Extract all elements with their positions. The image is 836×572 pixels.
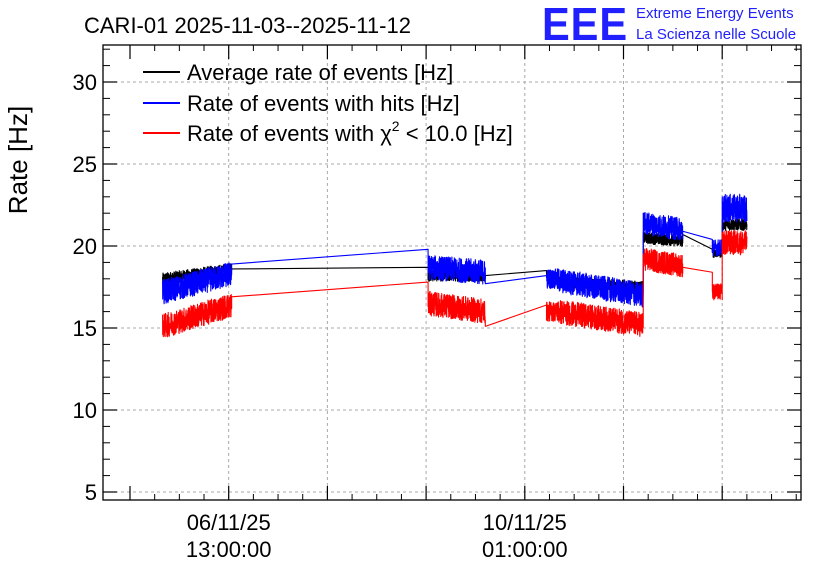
logo-line1: Extreme Energy Events (636, 5, 794, 22)
axis-ticks (103, 45, 801, 500)
y-tick-label: 5 (85, 480, 97, 505)
logo-line2: La Scienza nelle Scuole (636, 26, 796, 43)
chart-title: CARI-01 2025-11-03--2025-11-12 (84, 13, 411, 38)
y-tick-label: 30 (73, 70, 97, 95)
y-tick-labels: 5 10 15 20 25 30 (73, 70, 97, 505)
legend-label-chi2: Rate of events with χ2 < 10.0 [Hz] (187, 118, 513, 146)
series-line-1 (162, 193, 748, 308)
eee-logo: EEE Extreme Energy Events La Scienza nel… (542, 0, 796, 50)
y-tick-label: 25 (73, 152, 97, 177)
x-tick-label-date: 10/11/25 (483, 510, 567, 535)
y-tick-label: 15 (73, 316, 97, 341)
y-tick-label: 20 (73, 234, 97, 259)
x-tick-label-date: 06/11/25 (187, 510, 271, 535)
series-line-2 (162, 230, 748, 338)
legend-chi2-superscript: 2 (392, 118, 400, 134)
x-tick-label-time: 01:00:00 (482, 537, 568, 562)
legend-chi2-symbol: χ (380, 121, 392, 146)
legend-chi2-suffix: < 10.0 [Hz] (400, 121, 513, 146)
plot-frame (102, 44, 802, 501)
legend: Average rate of events [Hz] Rate of even… (143, 60, 513, 146)
x-tick-label-time: 13:00:00 (186, 537, 272, 562)
legend-label-average: Average rate of events [Hz] (187, 60, 453, 85)
logo-letters: EEE (542, 0, 628, 50)
grid-lines (103, 45, 801, 500)
legend-chi2-prefix: Rate of events with (187, 121, 380, 146)
series-layer (162, 193, 748, 338)
y-axis-title: Rate [Hz] (3, 106, 33, 214)
legend-label-hits: Rate of events with hits [Hz] (187, 91, 460, 116)
y-tick-label: 10 (73, 398, 97, 423)
